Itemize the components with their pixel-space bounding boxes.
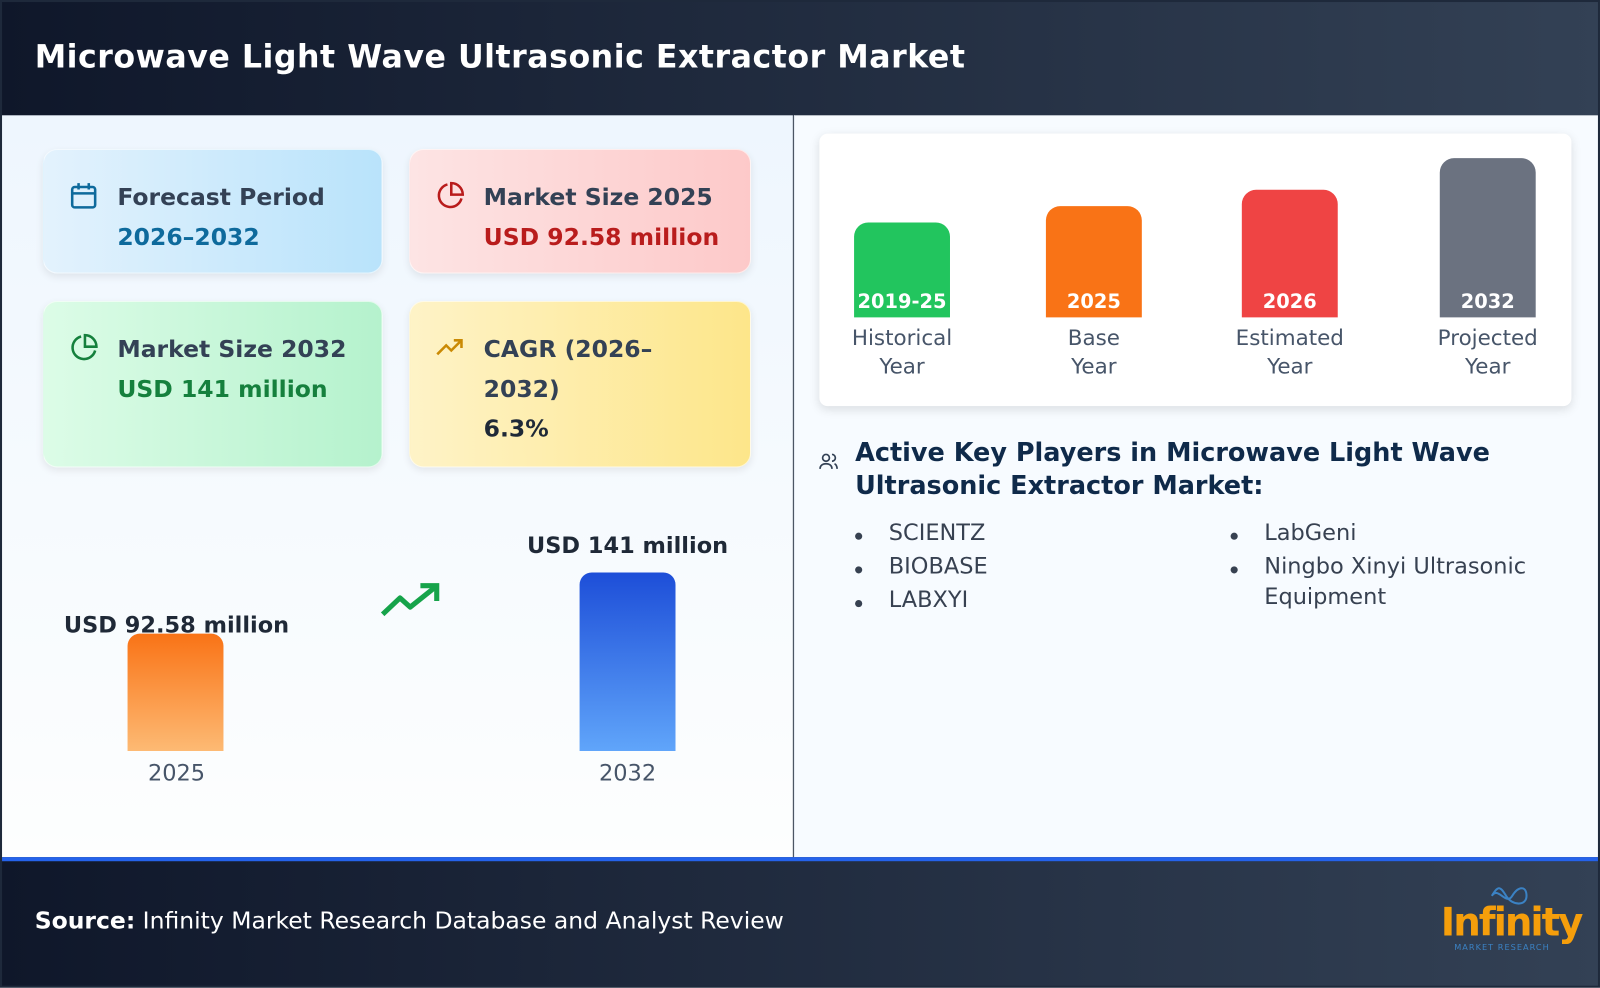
timeline-bar: 2026 [1241, 189, 1338, 318]
caption-line: Historical [851, 325, 953, 350]
card-label: CAGR (2026–2032) [483, 336, 653, 404]
card-value: USD 141 million [117, 376, 328, 404]
infinity-logo: Infinity MARKET RESEARCH [1440, 887, 1584, 953]
players-column-2: LabGeni Ningbo Xinyi Ultrasonic Equipmen… [1230, 518, 1568, 613]
caption-line: Year [1267, 354, 1313, 379]
list-item: LABXYI [855, 586, 1192, 617]
bar-2025 [127, 633, 224, 751]
page-title: Microwave Light Wave Ultrasonic Extracto… [34, 38, 966, 76]
list-item: LabGeni [1230, 518, 1568, 549]
card-label: Market Size 2032 [117, 336, 347, 364]
key-players-heading: Active Key Players in Microwave Light Wa… [855, 437, 1490, 500]
card-value: USD 92.58 million [483, 224, 720, 252]
header: Microwave Light Wave Ultrasonic Extracto… [2, 2, 1598, 116]
cagr-card: CAGR (2026–2032) 6.3% [409, 301, 752, 468]
users-icon [819, 453, 838, 469]
bar-year-label: 2025 [147, 761, 206, 787]
timeline-caption: Base Year [1012, 323, 1175, 380]
footer: Source: Infinity Market Research Databas… [2, 857, 1598, 986]
timeline-year: 2032 [1460, 290, 1515, 314]
timeline-caption: Historical Year [820, 323, 983, 380]
trending-up-icon [436, 339, 463, 356]
timeline-year: 2025 [1066, 290, 1121, 314]
timeline-year: 2019-25 [857, 290, 947, 314]
card-label: Forecast Period [117, 184, 325, 212]
card-value: 6.3% [483, 416, 549, 443]
bar-2032 [579, 572, 676, 752]
timeline-year: 2026 [1262, 290, 1317, 314]
logo-text: Infinity [1440, 899, 1584, 945]
logo-mark-icon [1490, 887, 1528, 905]
market-size-2032-card: Market Size 2032 USD 141 million [42, 301, 383, 468]
pie-chart-icon [437, 181, 465, 209]
source-value: Infinity Market Research Database and An… [135, 908, 784, 935]
logo-subtext: MARKET RESEARCH [1454, 942, 1550, 953]
calendar-icon [70, 183, 97, 209]
pie-chart-icon [71, 333, 98, 361]
list-item: SCIENTZ [855, 518, 1192, 549]
card-value: 2026–2032 [117, 224, 260, 252]
players-column-1: SCIENTZ BIOBASE LABXYI [855, 518, 1192, 616]
timeline-bar: 2032 [1439, 158, 1536, 318]
timeline-bar: 2019-25 [854, 222, 950, 318]
bar-value-label-2032: USD 141 million [526, 533, 729, 560]
market-size-2025-card: Market Size 2025 USD 92.58 million [409, 148, 752, 274]
caption-line: Year [1465, 354, 1511, 379]
growth-arrow-icon [380, 583, 440, 617]
timeline-caption: Projected Year [1406, 323, 1569, 380]
caption-line: Base [1067, 325, 1120, 350]
card-label: Market Size 2025 [483, 184, 713, 212]
caption-line: Projected [1437, 325, 1538, 350]
source-text: Source: Infinity Market Research Databas… [35, 908, 784, 935]
caption-line: Year [879, 354, 925, 379]
bar-year-label: 2032 [598, 761, 657, 787]
timeline-bar: 2025 [1045, 206, 1142, 318]
timeline-caption: Estimated Year [1208, 323, 1371, 380]
source-label: Source: [34, 908, 136, 935]
forecast-period-card: Forecast Period 2026–2032 [42, 148, 383, 274]
list-item: Ningbo Xinyi Ultrasonic Equipment [1230, 552, 1568, 613]
caption-line: Year [1071, 354, 1117, 379]
caption-line: Estimated [1235, 325, 1344, 350]
list-item: BIOBASE [855, 552, 1192, 583]
